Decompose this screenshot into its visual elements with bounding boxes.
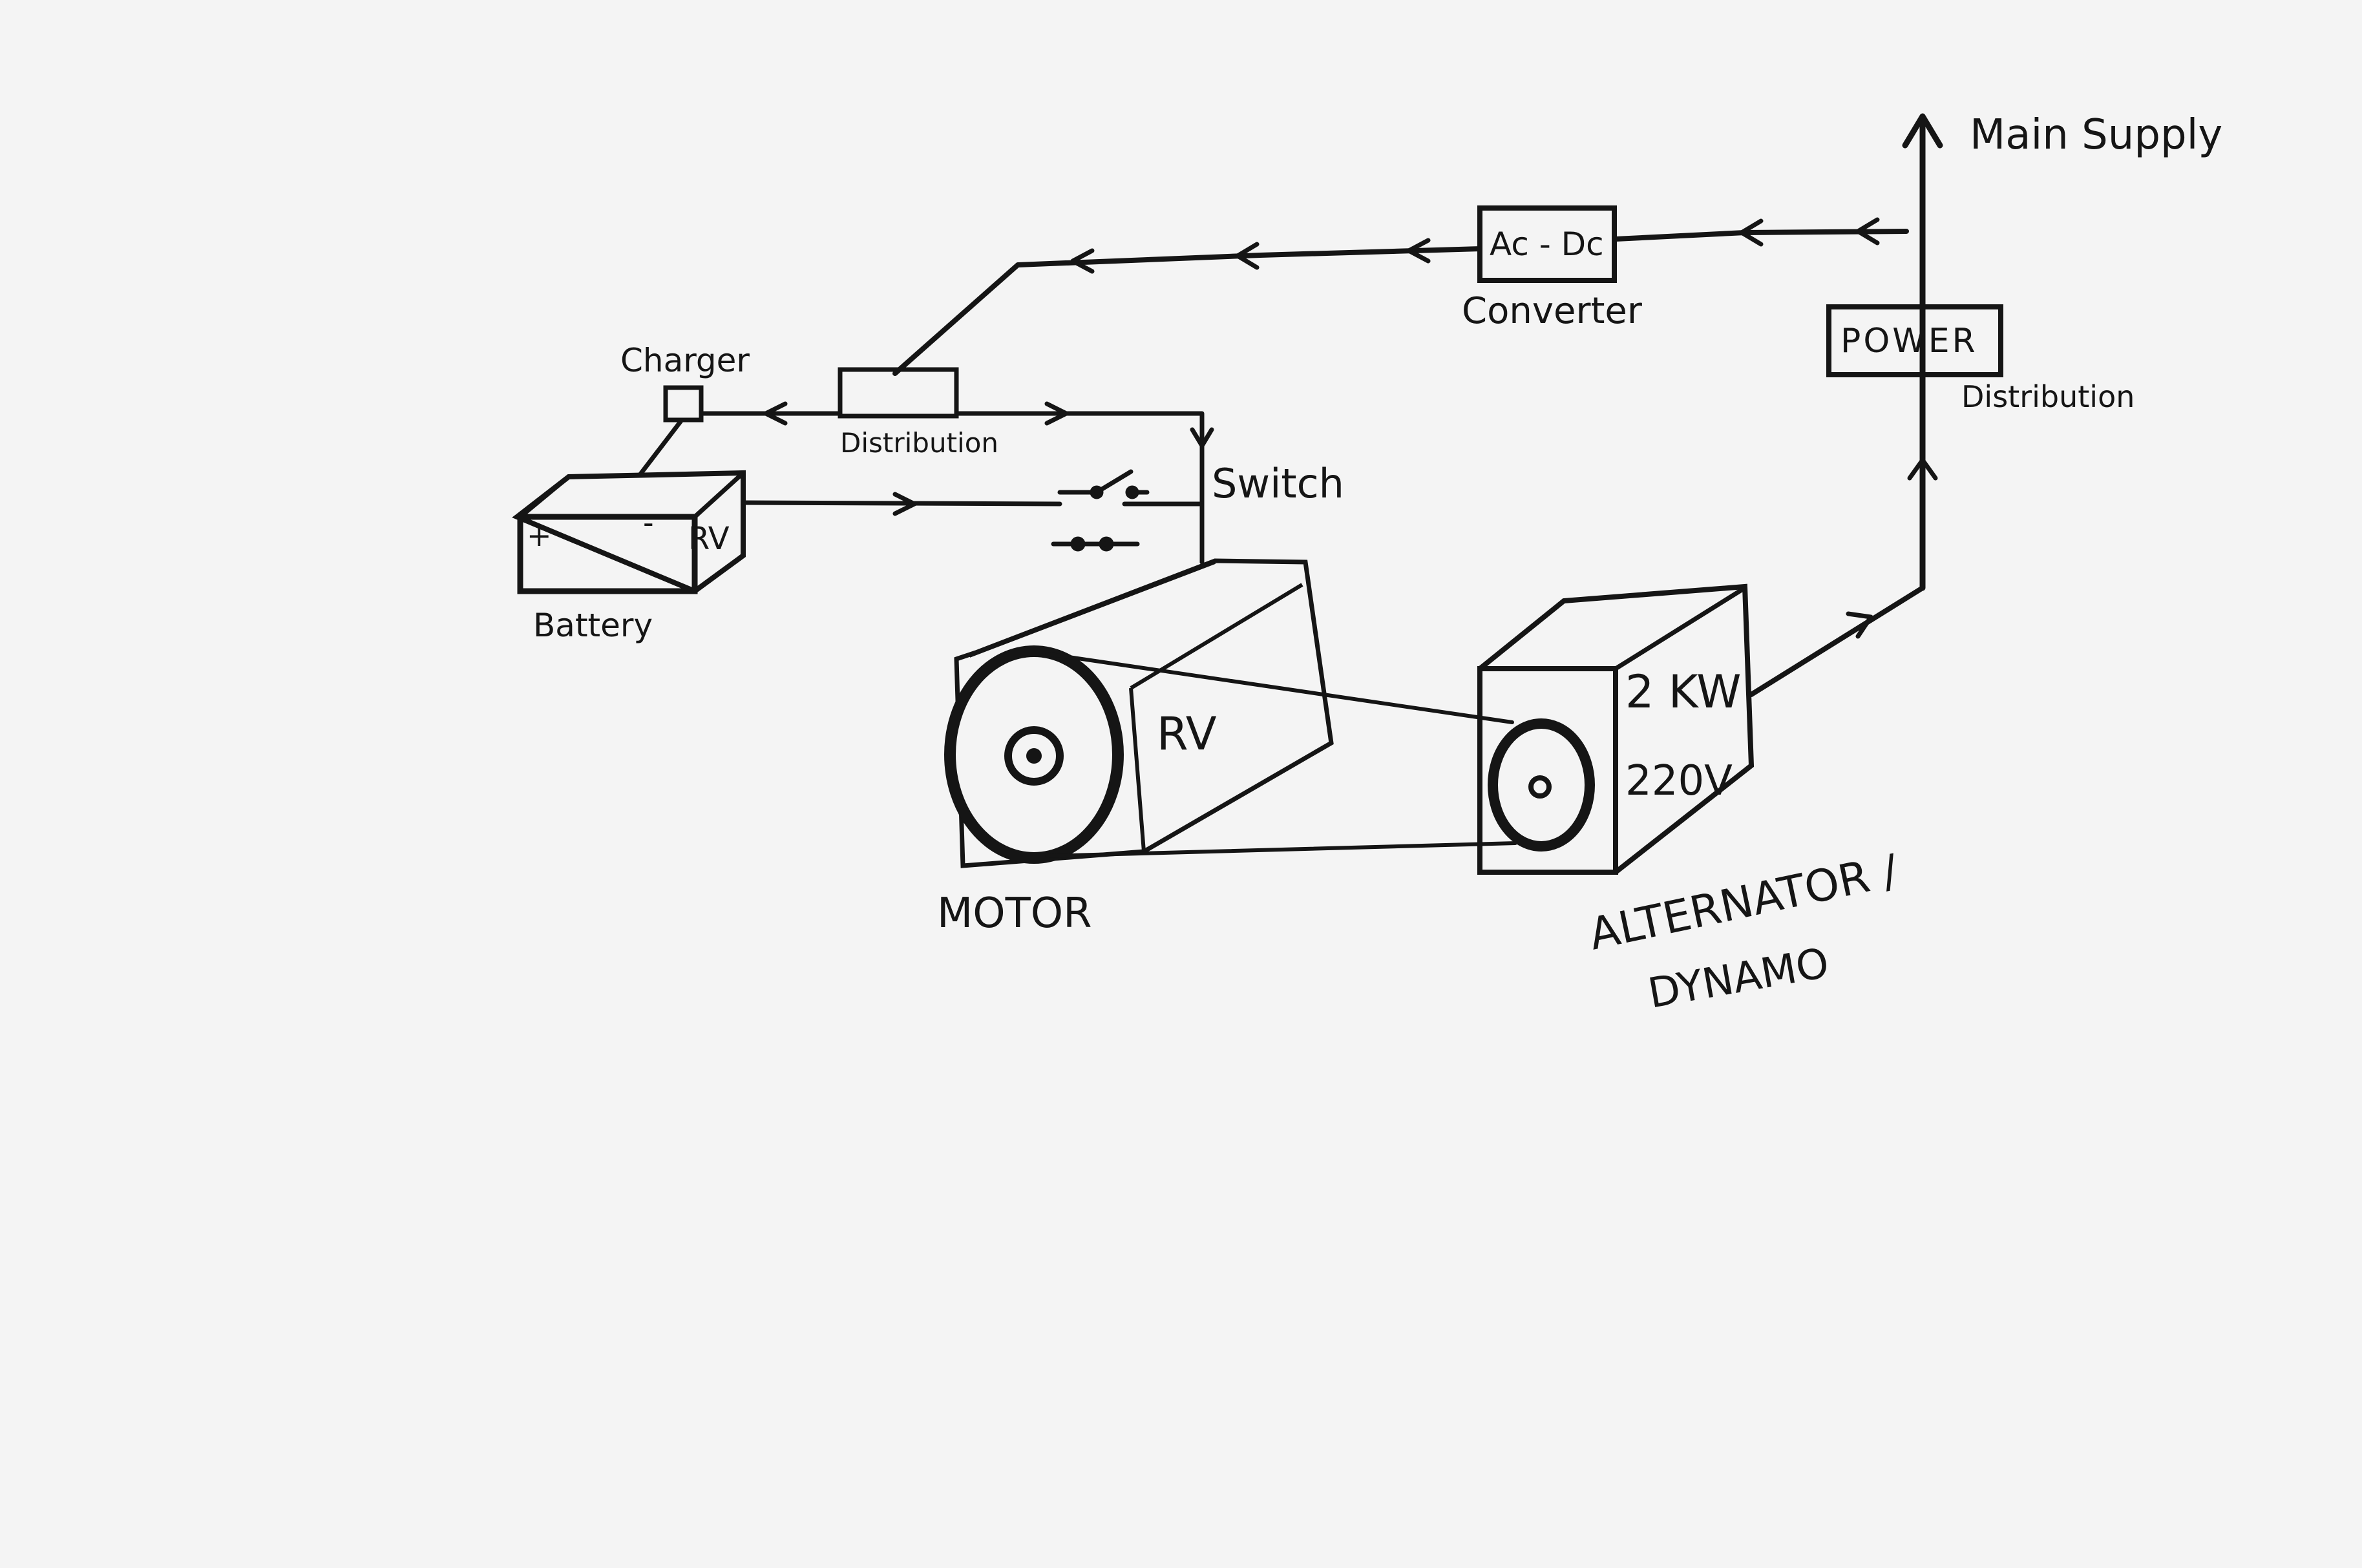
battery-plus: + [527,518,552,553]
alternator-output-line [1749,372,1925,697]
alternator-power-label: 2 KW [1625,665,1741,718]
battery-minus: - [643,505,654,540]
motor-rv-label: RV [1157,707,1217,760]
battery [512,470,746,594]
distribution-right-label: Distribution [1961,379,2135,414]
power-distribution-box: POWER [1826,304,2003,377]
charger-label: Charger [620,342,750,379]
converter-label: Converter [1462,290,1643,332]
distribution-left-box [838,367,959,419]
main-supply-label: Main Supply [1970,111,2222,159]
open-switch-icon [1057,469,1150,499]
switch-label: Switch [1212,460,1344,507]
drive-belt [1045,652,1517,858]
battery-to-switch-line [741,500,1205,565]
converter-to-distribution-line [892,246,1482,376]
closed-switch-icon [1051,536,1140,552]
alternator [1477,583,1755,875]
battery-label: Battery [533,607,653,644]
alternator-pulley [1488,718,1595,852]
power-label: POWER [1840,322,1978,361]
motor-shaft [1004,726,1064,786]
ac-dc-converter-box: Ac - Dc [1477,205,1617,283]
battery-rv-label: RV [688,521,730,557]
alternator-voltage-label: 220V [1625,757,1733,805]
distribution-left-label: Distribution [840,427,998,459]
motor-label: MOTOR [937,890,1092,937]
flow-arrow-icon [763,217,1938,639]
ac-dc-label: Ac - Dc [1490,225,1604,263]
